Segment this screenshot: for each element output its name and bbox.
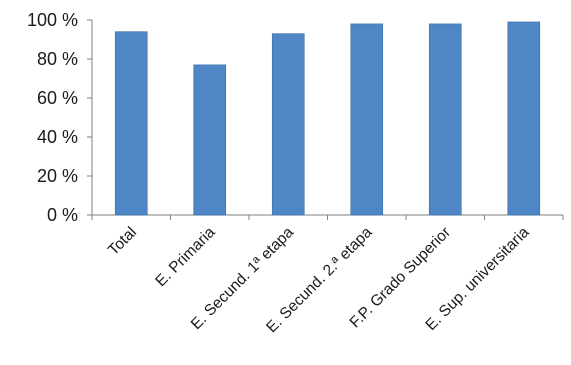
bar xyxy=(114,31,148,216)
axes xyxy=(91,20,563,216)
bar xyxy=(193,64,227,216)
bars xyxy=(114,21,541,216)
y-tick-label: 60 % xyxy=(37,88,78,108)
y-tick-label: 20 % xyxy=(37,166,78,186)
y-axis-ticks: 0 % 20 % 40 % 60 % 80 % 100 % xyxy=(27,10,92,225)
x-category-label: Total xyxy=(105,224,140,259)
y-tick-label: 40 % xyxy=(37,127,78,147)
y-tick-label: 80 % xyxy=(37,49,78,69)
x-category-label: E. Primaria xyxy=(152,224,218,290)
y-tick-label: 0 % xyxy=(47,205,78,225)
bar xyxy=(428,23,462,216)
y-tick-label: 100 % xyxy=(27,10,78,30)
bar xyxy=(271,33,305,216)
bar xyxy=(350,23,384,216)
bar xyxy=(507,21,541,216)
